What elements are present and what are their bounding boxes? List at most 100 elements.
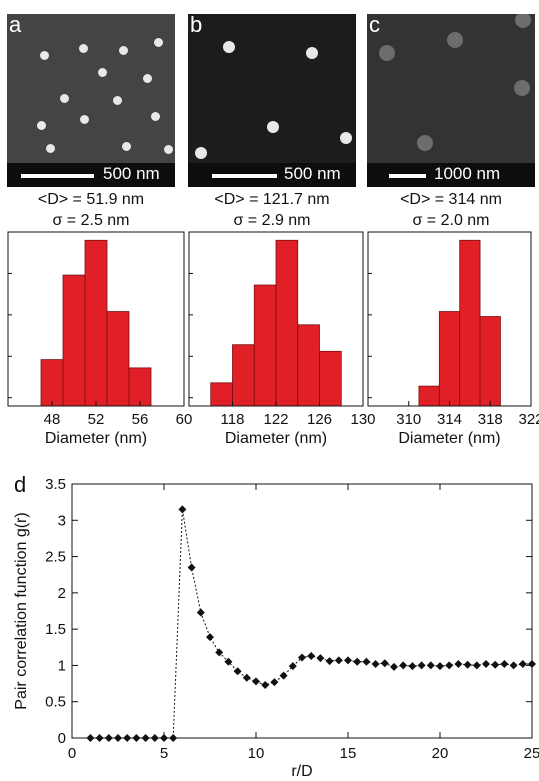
gr-point-1	[95, 734, 104, 742]
gr-point-39	[445, 661, 454, 670]
gr-ytick-label-1: 0.5	[45, 694, 66, 711]
scalebar-strip-c: 1000 nm	[367, 163, 535, 187]
histogram-bar-a-0	[40, 359, 64, 407]
gr-point-27	[334, 656, 343, 665]
histogram-xtick-label-a-0: 48	[44, 411, 61, 428]
gr-xtick-label-2: 10	[248, 745, 265, 762]
mean-diameter-c: <D> = 314 nm	[400, 191, 502, 208]
histogram-xtick-label-b-1: 122	[263, 411, 288, 428]
gr-point-25	[316, 654, 325, 663]
gr-point-12	[196, 608, 205, 617]
sem-panel-b: b 500 nm	[188, 14, 356, 187]
gr-point-10	[178, 505, 187, 514]
gr-point-37	[426, 661, 435, 670]
panel-letter-c: c	[369, 14, 380, 37]
histogram-xtick-label-c-1: 314	[437, 411, 462, 428]
gr-point-7	[150, 734, 159, 742]
histogram-xtick-label-c-3: 322	[518, 411, 539, 428]
sigma-a: σ = 2.5 nm	[52, 212, 130, 229]
scalebar-label-a: 500 nm	[103, 164, 160, 183]
gr-ytick-label-4: 2	[58, 585, 66, 602]
stats-c: <D> = 314 nm σ = 2.0 nm	[361, 189, 539, 231]
histogram-xtick-label-a-3: 60	[176, 411, 193, 428]
gr-xtick-label-5: 25	[524, 745, 539, 762]
histogram-xtick-label-b-2: 126	[307, 411, 332, 428]
gr-point-42	[472, 661, 481, 670]
scalebar-line-a	[21, 174, 94, 178]
gr-point-9	[169, 734, 178, 742]
scalebar-line-b	[212, 174, 277, 178]
stats-a: <D> = 51.9 nm σ = 2.5 nm	[1, 189, 181, 231]
gr-point-32	[380, 659, 389, 668]
mean-diameter-b: <D> = 121.7 nm	[214, 191, 330, 208]
gr-point-21	[279, 671, 288, 680]
histogram-bar-a-3	[106, 311, 130, 407]
gr-point-6	[141, 734, 150, 742]
gr-point-0	[86, 734, 95, 742]
gr-point-2	[104, 734, 113, 742]
gr-ytick-label-5: 2.5	[45, 549, 66, 566]
histogram-bar-a-2	[84, 239, 108, 407]
histogram-xtick-label-a-1: 52	[88, 411, 105, 428]
gr-point-36	[417, 661, 426, 670]
gr-point-22	[288, 662, 297, 671]
gr-point-23	[298, 653, 306, 662]
histogram-bar-c-1	[438, 311, 461, 407]
gr-ytick-label-3: 1.5	[45, 621, 66, 638]
gr-point-41	[463, 660, 472, 669]
histogram-bar-a-4	[128, 367, 152, 407]
gr-point-28	[344, 656, 352, 665]
gr-series-line	[90, 509, 532, 739]
gr-point-11	[187, 563, 196, 572]
gr-point-29	[353, 657, 362, 666]
histogram-bar-c-3	[479, 316, 501, 407]
histogram-xlabel-c: Diameter (nm)	[398, 430, 500, 447]
histogram-bar-b-3	[275, 239, 299, 407]
gr-point-33	[390, 662, 398, 671]
gr-point-15	[224, 657, 233, 666]
histogram-bar-b-5	[319, 350, 342, 407]
gr-point-45	[500, 659, 509, 668]
histogram-bar-b-4	[297, 324, 320, 407]
gr-xtick-label-4: 20	[432, 745, 449, 762]
histogram-xtick-label-b-3: 130	[350, 411, 375, 428]
gr-point-16	[233, 667, 242, 676]
gr-point-5	[132, 734, 141, 742]
gr-point-31	[371, 659, 380, 668]
sem-panel-a: a 500 nm	[7, 14, 175, 187]
histogram-xlabel-b: Diameter (nm)	[225, 430, 327, 447]
histogram-xtick-label-b-0: 118	[221, 411, 245, 428]
histogram-xtick-label-a-2: 56	[132, 411, 149, 428]
gr-point-40	[454, 659, 463, 668]
gr-point-34	[399, 661, 408, 670]
gr-point-24	[307, 651, 316, 660]
mean-diameter-a: <D> = 51.9 nm	[37, 191, 145, 208]
histogram-bar-a-1	[62, 274, 86, 407]
gr-ytick-label-6: 3	[58, 512, 66, 529]
scalebar-label-c: 1000 nm	[434, 164, 501, 183]
gr-point-48	[528, 659, 536, 668]
histogram-xlabel-a: Diameter (nm)	[45, 430, 147, 447]
gr-xtick-label-3: 15	[340, 745, 357, 762]
gr-ytick-label-2: 1	[58, 657, 66, 674]
gr-point-14	[215, 648, 224, 657]
gr-plot-frame	[71, 483, 533, 739]
scalebar-label-b: 500 nm	[284, 164, 341, 183]
histogram-xtick-label-c-0: 310	[396, 411, 421, 428]
gr-point-18	[252, 677, 260, 686]
histogram-bar-b-0	[210, 382, 233, 407]
scalebar-strip-a: 500 nm	[7, 163, 175, 187]
gr-point-19	[261, 681, 270, 690]
gr-point-4	[123, 734, 132, 742]
sem-panel-c: c 1000 nm	[367, 14, 535, 187]
gr-point-43	[482, 659, 490, 668]
gr-point-46	[509, 661, 518, 670]
sigma-c: σ = 2.0 nm	[412, 212, 490, 229]
gr-point-35	[408, 662, 417, 671]
gr-ylabel: Pair correlation function g(r)	[13, 512, 30, 709]
panel-letter-b: b	[190, 14, 203, 37]
gr-point-38	[436, 662, 444, 671]
gr-point-13	[206, 633, 214, 642]
stats-b: <D> = 121.7 nm σ = 2.9 nm	[182, 189, 362, 231]
